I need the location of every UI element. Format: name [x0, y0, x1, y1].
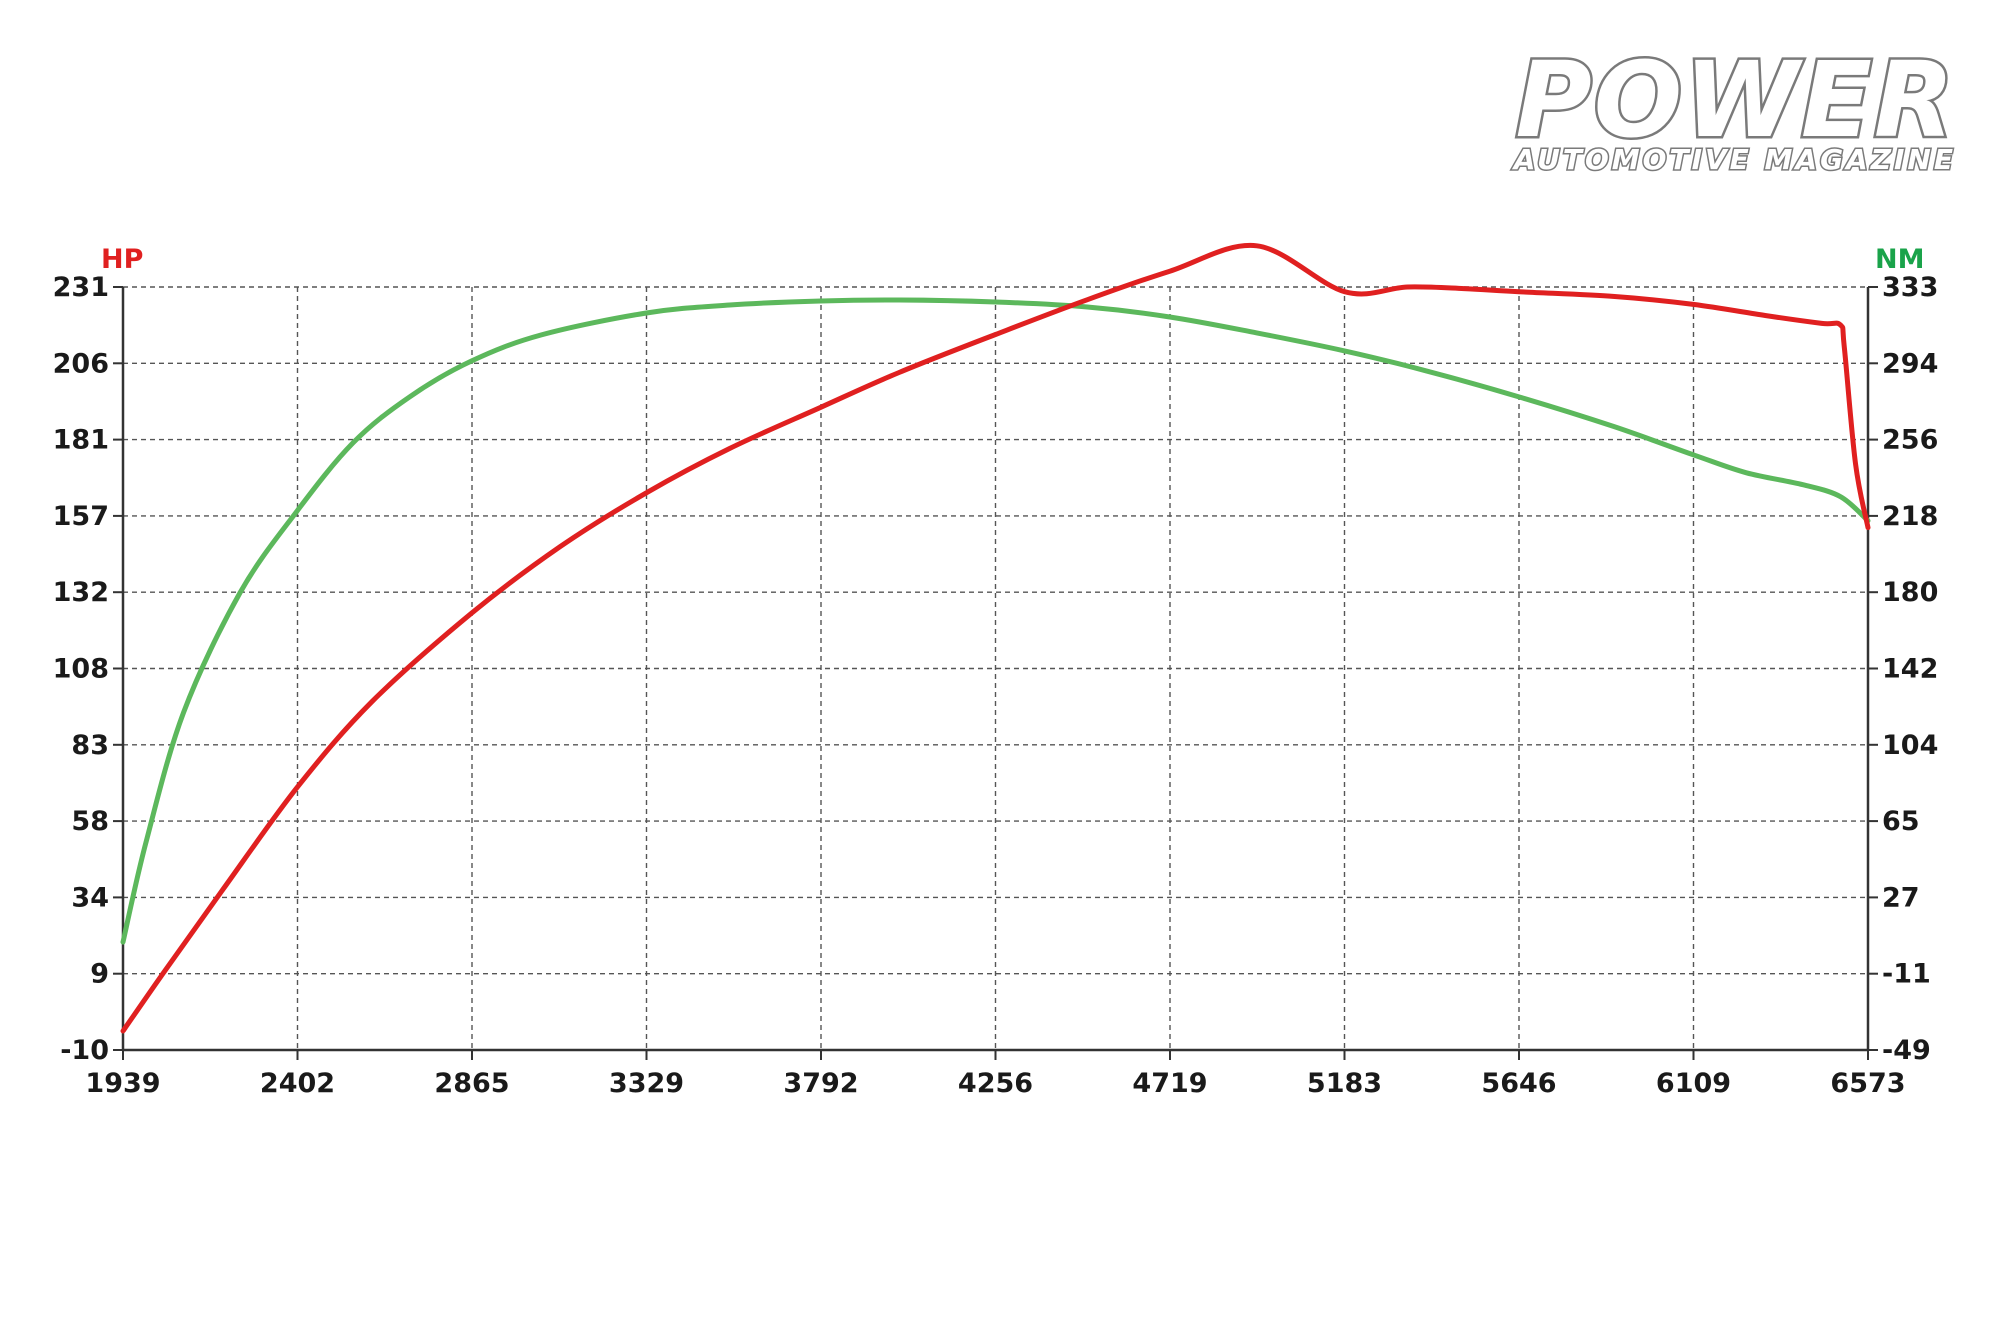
right-tick-label: 180 [1882, 577, 1938, 608]
x-tick-label: 5183 [1307, 1068, 1382, 1099]
right-tick-label: 218 [1882, 501, 1938, 532]
right-tick-label: 65 [1882, 806, 1920, 837]
left-tick-label: 9 [90, 959, 109, 990]
grid [123, 286, 1868, 1050]
left-tick-label: 108 [53, 654, 109, 685]
left-axis-label: HP [101, 244, 143, 275]
right-tick-label: -49 [1882, 1035, 1931, 1066]
power-magazine-logo: POWER AUTOMOTIVE MAGAZINE [1436, 39, 1956, 176]
left-tick-label: 132 [53, 577, 109, 608]
left-tick-label: 181 [53, 425, 109, 456]
x-tick-label: 2402 [260, 1068, 335, 1099]
x-tick-label: 6109 [1656, 1068, 1731, 1099]
left-tick-label: 83 [71, 730, 109, 761]
right-tick-label: 27 [1882, 882, 1920, 913]
right-axis-ticks: 333 294 256 218 180 142 104 65 27 -11 -49 [1868, 272, 1938, 1066]
right-tick-label: -11 [1882, 959, 1931, 990]
left-tick-label: 206 [53, 348, 109, 379]
right-tick-label: 104 [1882, 730, 1938, 761]
logo-tagline: AUTOMOTIVE MAGAZINE [1512, 143, 1956, 176]
logo-wordmark: POWER [1513, 39, 1956, 161]
x-tick-label: 1939 [85, 1068, 160, 1099]
series-lines [120, 242, 1871, 1034]
right-tick-label: 256 [1882, 425, 1938, 456]
x-tick-label: 6573 [1830, 1068, 1905, 1099]
right-tick-label: 294 [1882, 348, 1938, 379]
series-line-hp [120, 242, 1871, 1034]
right-axis-label: NM [1875, 244, 1924, 275]
left-tick-label: 231 [53, 272, 109, 303]
x-tick-label: 2865 [434, 1068, 509, 1099]
left-axis-ticks: 231 206 181 157 132 108 83 58 34 9 -10 [53, 272, 123, 1066]
left-tick-label: -10 [60, 1035, 109, 1066]
right-tick-label: 333 [1882, 272, 1938, 303]
left-tick-label: 157 [53, 501, 109, 532]
x-tick-label: 5646 [1481, 1068, 1556, 1099]
x-tick-label: 4719 [1132, 1068, 1207, 1099]
x-tick-label: 4256 [958, 1068, 1033, 1099]
series-line-nm [120, 297, 1871, 945]
x-tick-label: 3792 [783, 1068, 858, 1099]
x-axis-ticks: 1939 2402 2865 3329 3792 4256 4719 5183 5646 6109… [85, 1050, 1906, 1099]
left-tick-label: 34 [71, 882, 109, 913]
left-tick-label: 58 [71, 806, 109, 837]
x-tick-label: 3329 [609, 1068, 684, 1099]
right-tick-label: 142 [1882, 654, 1938, 685]
